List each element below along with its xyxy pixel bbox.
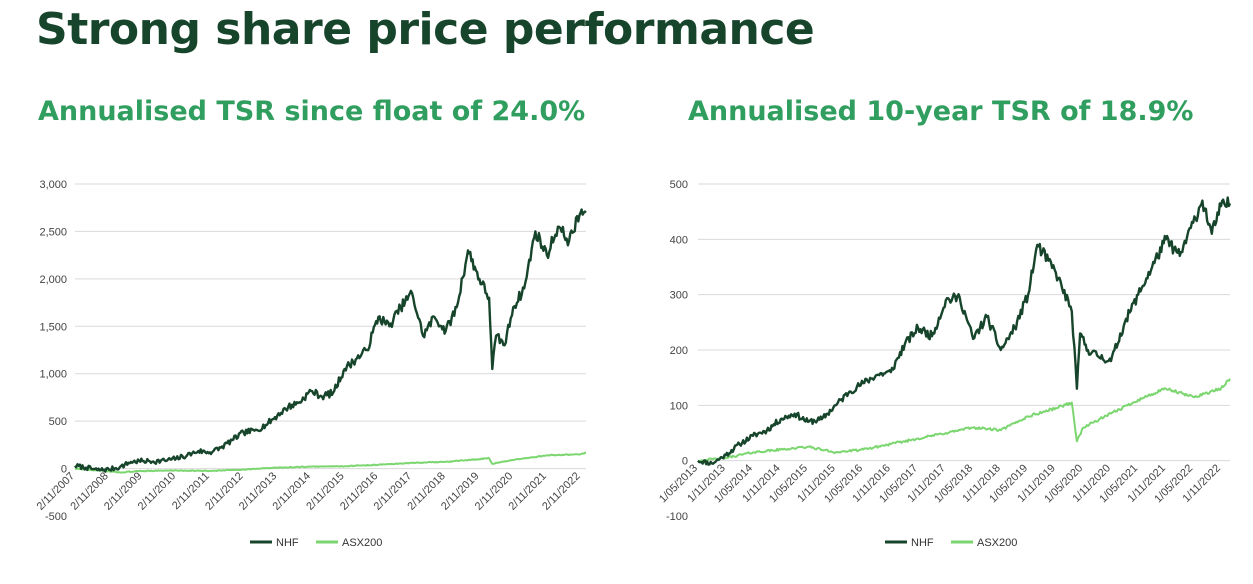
y-tick-label: 100 xyxy=(670,400,688,412)
chart-heading-10-year-tsr: Annualised 10-year TSR of 18.9% xyxy=(688,96,1194,127)
y-tick-label: 200 xyxy=(670,345,688,357)
legend-label-asx200: ASX200 xyxy=(342,537,382,549)
series-line-nhf xyxy=(697,196,1232,466)
y-tick-label: 500 xyxy=(670,179,688,191)
legend-label-nhf: NHF xyxy=(911,537,934,549)
y-tick-label: 0 xyxy=(682,456,688,468)
slide-title: Strong share price performance xyxy=(36,4,815,55)
y-tick-label: 400 xyxy=(670,234,688,246)
y-tick-label: 300 xyxy=(670,290,688,302)
chart-heading-tsr-since-float: Annualised TSR since float of 24.0% xyxy=(38,96,586,127)
y-tick-label: -100 xyxy=(666,511,688,523)
y-tick-label: 500 xyxy=(49,416,67,428)
series-line-asx200 xyxy=(697,378,1231,463)
y-tick-label: 0 xyxy=(61,464,67,476)
series-line-asx200 xyxy=(74,451,586,474)
series-line-nhf xyxy=(74,208,587,473)
legend-label-asx200: ASX200 xyxy=(977,537,1017,549)
share-price-chart-since-float: -50005001,0001,5002,0002,5003,0002/11/20… xyxy=(35,179,587,549)
y-tick-label: 3,000 xyxy=(39,179,67,191)
y-tick-label: 1,500 xyxy=(39,321,67,333)
y-tick-label: 2,000 xyxy=(39,274,67,286)
y-tick-label: 2,500 xyxy=(39,226,67,238)
y-tick-label: 1,000 xyxy=(39,369,67,381)
y-tick-label: -500 xyxy=(45,511,67,523)
legend-label-nhf: NHF xyxy=(276,537,299,549)
